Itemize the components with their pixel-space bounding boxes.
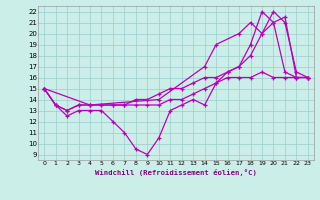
X-axis label: Windchill (Refroidissement éolien,°C): Windchill (Refroidissement éolien,°C) [95,169,257,176]
